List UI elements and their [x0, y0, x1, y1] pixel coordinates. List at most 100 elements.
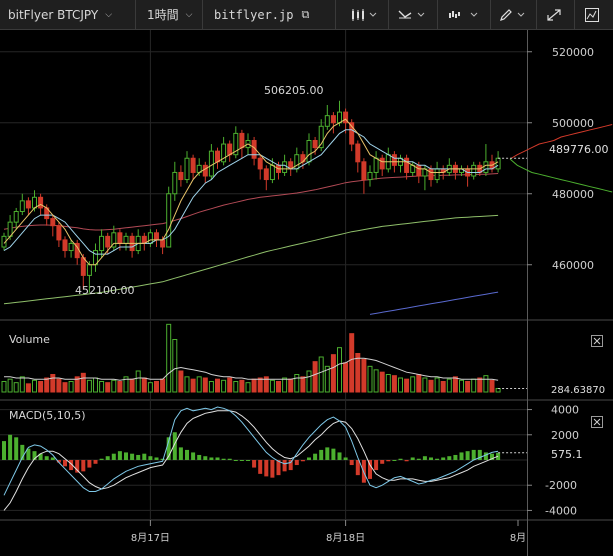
volume-bar [25, 383, 31, 393]
macd-histogram-bar [50, 457, 55, 460]
external-link-icon: ⧉ [301, 7, 310, 21]
toolbar-divider [335, 0, 336, 29]
time-tick-label: 8月17日 [131, 532, 170, 544]
candle [74, 239, 80, 265]
volume-bar [477, 377, 483, 393]
macd-histogram-bar [14, 437, 19, 460]
volume-bar [99, 381, 105, 393]
chart-canvas[interactable]: 460000 480000 500000 520000 -4000 -2000 2000 40… [0, 30, 613, 556]
candle-body [86, 264, 92, 276]
volume-bar [404, 378, 410, 393]
candle-body [355, 143, 361, 163]
volume-panel[interactable] [1, 323, 527, 393]
candle [373, 151, 379, 180]
ma-long-line [3, 214, 499, 305]
interval-selector[interactable]: 1時間 ⌵ [147, 0, 192, 29]
candle-body [111, 232, 117, 248]
volume-bar [428, 379, 434, 393]
forecast-lower-line [509, 158, 613, 193]
volume-bar [495, 388, 501, 393]
volume-bar [239, 379, 245, 393]
volume-bar [32, 379, 37, 393]
candle-body [269, 164, 275, 181]
volume-bar [337, 347, 342, 393]
source-link[interactable]: bitflyer.jp ⧉ [214, 0, 309, 29]
macd-histogram-bar [239, 460, 244, 461]
candle [99, 229, 105, 258]
macd-histogram-bar [124, 452, 128, 460]
price-panel[interactable] [1, 100, 613, 315]
symbol-label: bitFlyer BTCJPY [8, 7, 99, 22]
macd-histogram-bar [343, 457, 348, 460]
macd-histogram-bar [233, 460, 238, 461]
volume-bar [166, 323, 172, 393]
macd-histogram-bar [63, 460, 67, 467]
candle [129, 232, 135, 258]
volume-bar [385, 374, 391, 393]
candle-body [215, 150, 220, 163]
volume-bar [367, 365, 373, 393]
toolbar-divider [536, 0, 537, 29]
volume-ma-line [4, 357, 499, 381]
volume-bar [233, 381, 239, 393]
macd-histogram-bar [416, 458, 421, 460]
indicators-button[interactable] [447, 0, 487, 29]
macd-histogram-bar [429, 457, 433, 460]
fullscreen-button[interactable] [546, 0, 568, 29]
candle-body [19, 200, 25, 213]
candle [190, 154, 196, 180]
candle [367, 165, 373, 187]
candle-body [13, 211, 19, 223]
macd-histogram-bar [166, 437, 171, 460]
macd-histogram-bar [32, 451, 37, 460]
candle [154, 229, 159, 247]
macd-tick-label: 2000 [551, 429, 579, 442]
ma-mid-line [3, 129, 499, 255]
volume-bar [446, 378, 452, 393]
candle [489, 154, 495, 173]
ma-xlong-line [369, 291, 499, 315]
volume-bar [440, 381, 446, 393]
volume-bar [324, 365, 330, 393]
volume-bar [154, 381, 159, 393]
price-tick-label: 500000 [552, 117, 594, 130]
chart-type-button[interactable] [350, 0, 382, 29]
macd-histogram-bar [56, 460, 61, 463]
price-tick-label: 480000 [552, 188, 594, 201]
candle-body [373, 157, 379, 173]
macd-panel[interactable] [2, 406, 527, 511]
interval-label: 1時間 [147, 8, 179, 22]
volume-bar [184, 376, 190, 393]
candle-body [178, 171, 184, 181]
candle-body [184, 157, 190, 181]
crosshair-button[interactable] [397, 0, 431, 29]
volume-close-button[interactable] [591, 335, 603, 347]
macd-tick-label: -4000 [545, 504, 577, 517]
macd-close-button[interactable] [591, 416, 603, 428]
volume-bar [172, 339, 178, 393]
price-axis[interactable]: 460000 480000 500000 520000 -4000 -2000 2000 40… [527, 46, 594, 518]
symbol-selector[interactable]: bitFlyer BTCJPY ⌵ [8, 0, 112, 29]
macd-histogram-bar [471, 449, 476, 460]
candle [349, 119, 355, 152]
candle-body [80, 257, 86, 276]
candle [68, 239, 74, 258]
candle-body [160, 239, 166, 248]
candle [257, 154, 263, 180]
candle-body [117, 232, 123, 244]
candle [135, 229, 141, 255]
volume-bar [86, 379, 92, 393]
candle-body [166, 193, 172, 248]
time-axis[interactable]: 8月17日 8月18日 8月 [131, 520, 526, 544]
volume-bar [245, 382, 251, 393]
volume-bar [227, 377, 233, 393]
volume-bar [355, 353, 361, 393]
macd-histogram-bar [81, 460, 86, 472]
macd-histogram-bar [221, 458, 226, 460]
volume-bar [190, 378, 196, 393]
screenshot-button[interactable] [584, 0, 606, 29]
chevron-down-icon: ⌵ [185, 9, 193, 20]
candle [452, 161, 458, 180]
drawing-tools-button[interactable] [498, 0, 532, 29]
candlestick-type-icon [352, 8, 377, 21]
